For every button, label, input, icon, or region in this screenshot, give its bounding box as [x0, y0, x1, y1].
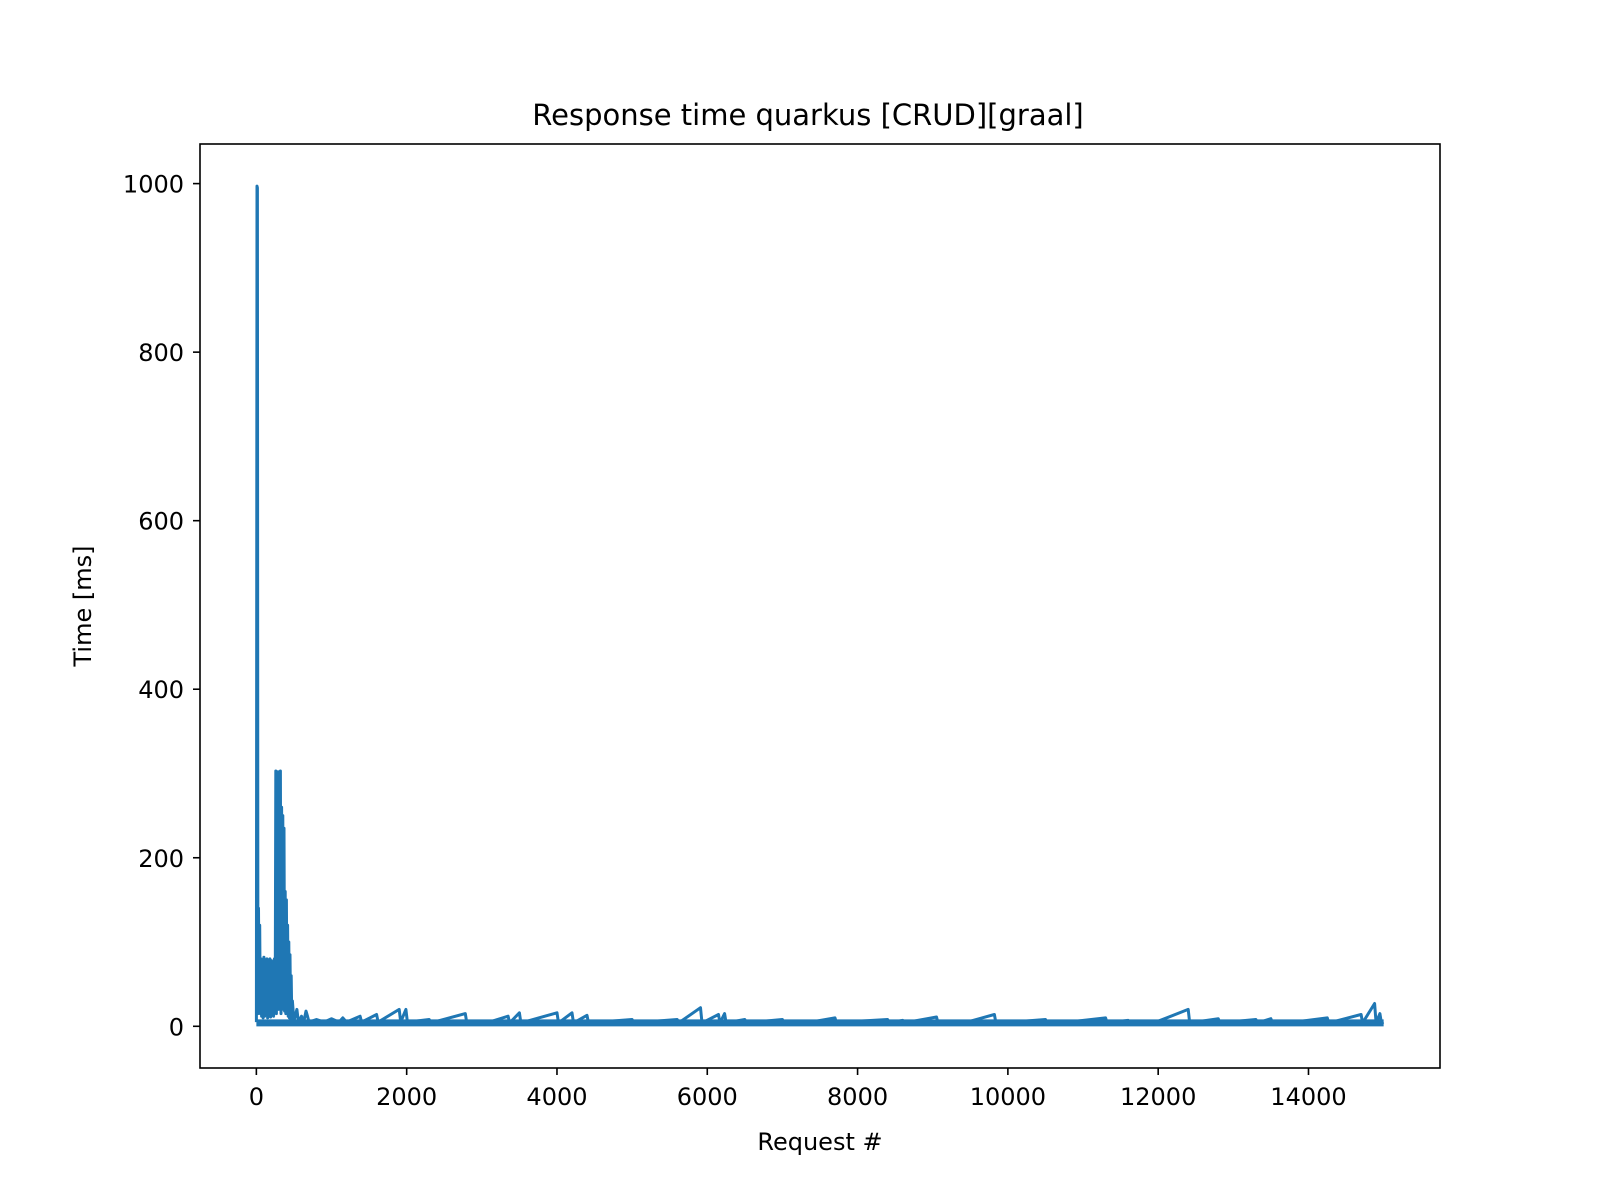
axes-frame — [199, 143, 1441, 1069]
x-tick-label: 8000 — [827, 1083, 888, 1111]
x-tick-label: 14000 — [1270, 1083, 1346, 1111]
x-tick-label: 6000 — [677, 1083, 738, 1111]
x-tick-label: 0 — [249, 1083, 264, 1111]
plot-area — [254, 184, 1385, 1027]
x-tick-label: 10000 — [970, 1083, 1046, 1111]
y-tick-label: 600 — [138, 508, 184, 536]
y-tick-label: 800 — [138, 339, 184, 367]
y-tick-label: 400 — [138, 676, 184, 704]
y-tick-label: 0 — [169, 1013, 184, 1041]
x-axis-ticks: 0 2000 4000 6000 8000 10000 12000 14000 — [249, 1068, 1347, 1111]
y-axis-label: Time [ms] — [69, 546, 97, 668]
x-tick-label: 12000 — [1120, 1083, 1196, 1111]
x-tick-label: 4000 — [526, 1083, 587, 1111]
y-axis-ticks: 0 200 400 600 800 1000 — [123, 171, 200, 1041]
y-tick-label: 200 — [138, 845, 184, 873]
chart-title: Response time quarkus [CRUD][graal] — [532, 98, 1083, 132]
x-tick-label: 2000 — [376, 1083, 437, 1111]
x-axis-label: Request # — [757, 1128, 882, 1156]
y-tick-label: 1000 — [123, 171, 184, 199]
